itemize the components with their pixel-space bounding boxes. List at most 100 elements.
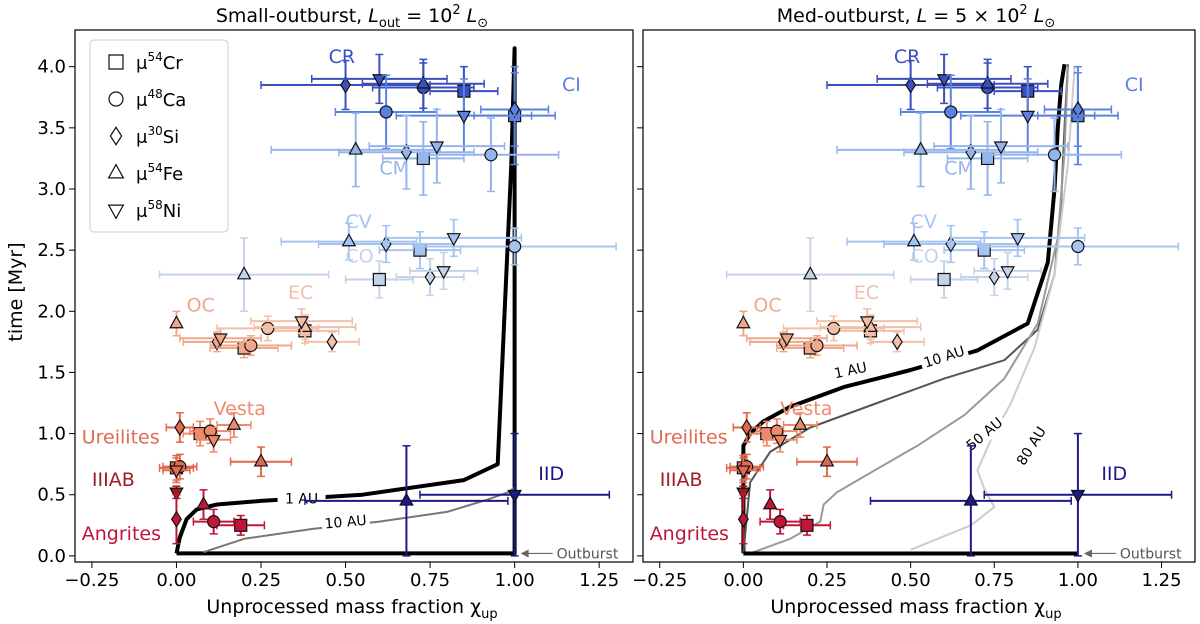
marker-diamond <box>891 333 903 351</box>
marker-circle <box>379 105 393 119</box>
data-point-cv <box>317 224 455 264</box>
marker-triangle-down <box>456 110 472 125</box>
marker-triangle-up <box>196 496 211 510</box>
curve-1au <box>174 46 517 556</box>
marker-triangle-down <box>1020 110 1036 125</box>
data-point-co <box>409 251 479 291</box>
data-point-co <box>395 257 465 297</box>
marker-circle <box>484 148 498 162</box>
marker-triangle-up <box>762 496 778 510</box>
group-label-cr: CR <box>329 46 355 68</box>
plot-frame <box>74 29 634 563</box>
y-tick-label: 3.5 <box>37 118 66 139</box>
curve-80au <box>910 66 1076 551</box>
curve-label-bg <box>320 508 371 533</box>
marker-diamond <box>340 76 352 94</box>
marker-triangle-down <box>993 141 1009 155</box>
data-point-angrites <box>170 493 182 545</box>
group-label-iid: IID <box>538 463 564 485</box>
legend-item-triangle-down: μ58Ni <box>107 198 181 222</box>
panel-med-outburst: Med-outburst, L = 5 × 102 L⊙ Unprocessed… <box>632 3 1196 622</box>
marker-triangle-up <box>819 453 835 467</box>
group-label-co: CO <box>911 245 939 267</box>
marker-triangle-down <box>206 434 221 449</box>
y-tick-label: 0.5 <box>37 485 66 506</box>
marker-circle <box>827 321 841 336</box>
curve-label-text: 1 AU <box>285 491 318 507</box>
data-point-angrites <box>196 489 211 520</box>
curve-50au <box>749 66 1069 555</box>
curve-10au <box>742 64 1069 554</box>
data-point-angrites <box>737 493 749 545</box>
marker-triangle-down <box>859 316 875 330</box>
data-point-oc <box>736 310 751 337</box>
data-point-ci <box>960 78 1096 154</box>
outburst-note: Outburst <box>1120 546 1182 562</box>
data-point-co <box>344 260 414 299</box>
data-points <box>158 53 617 557</box>
x-axis-label: Unprocessed mass fraction χup <box>206 596 497 622</box>
data-point-iid <box>869 445 1072 557</box>
marker-triangle-up <box>169 315 184 329</box>
data-point-ureilites <box>165 412 195 443</box>
legend-label: μ54Fe <box>136 161 183 185</box>
marker-triangle-down <box>446 233 462 247</box>
data-point-ec <box>816 308 919 335</box>
y-tick-label: 0.0 <box>37 546 66 567</box>
data-point-co <box>960 257 1029 297</box>
group-label-ec: EC <box>288 282 313 304</box>
legend-marker-triangle-up <box>107 163 125 179</box>
marker-triangle-up <box>906 233 922 247</box>
curve-1au <box>741 63 1067 554</box>
data-point-iid <box>304 445 509 557</box>
group-label-cv: CV <box>911 211 937 233</box>
model-curves <box>174 46 517 556</box>
marker-diamond <box>170 510 182 528</box>
data-point-cv <box>846 222 982 261</box>
marker-triangle-down <box>779 333 795 347</box>
marker-triangle-down <box>736 487 751 501</box>
data-point-cv <box>412 227 617 266</box>
marker-triangle-down <box>936 74 952 88</box>
marker-circle <box>944 105 958 119</box>
data-point-cv <box>280 222 418 261</box>
group-label-cr: CR <box>894 46 920 68</box>
x-tick-label: 0.50 <box>326 570 366 591</box>
curve-label-10au: 10 AU <box>320 508 371 533</box>
group-label-oc: OC <box>753 294 781 316</box>
curve-label-10au: 10 AU <box>917 338 970 373</box>
curve-label-1au: 1 AU <box>824 354 876 384</box>
marker-diamond <box>737 510 749 528</box>
marker-triangle-up <box>792 416 808 430</box>
data-point-ureilites <box>162 457 191 484</box>
data-point-oc <box>745 327 828 349</box>
y-tick-label: 4.0 <box>37 57 66 78</box>
marker-diamond <box>741 418 753 437</box>
y-tick-label: 1.5 <box>37 362 66 383</box>
curve-10au <box>203 486 516 554</box>
data-points <box>725 53 1180 557</box>
curve-label-bg <box>824 354 876 384</box>
marker-triangle-down <box>429 141 445 155</box>
marker-triangle-up <box>236 266 252 280</box>
panel-title: Med-outburst, L = 5 × 102 L⊙ <box>777 3 1055 31</box>
marker-triangle-down <box>1000 266 1015 280</box>
marker-triangle-up <box>253 453 269 467</box>
data-point-vesta <box>762 426 798 453</box>
marker-diamond <box>326 333 338 351</box>
group-label-cm: CM <box>379 157 409 179</box>
marker-triangle-down <box>294 316 309 330</box>
marker-triangle-down <box>507 489 522 504</box>
data-point-ureilites <box>729 457 758 484</box>
curve-label-bg <box>277 487 326 508</box>
data-point-iid <box>983 432 1173 557</box>
data-point-cr <box>826 59 996 111</box>
x-tick-label: 0.25 <box>807 570 847 591</box>
x-tick-label: −0.25 <box>64 570 119 591</box>
data-point-cm <box>368 108 506 184</box>
marker-triangle-down <box>436 266 451 280</box>
marker-diamond <box>905 76 917 94</box>
curve-label-1au: 1 AU <box>277 487 326 508</box>
marker-triangle-up <box>416 75 431 89</box>
group-label-co: CO <box>346 245 374 267</box>
